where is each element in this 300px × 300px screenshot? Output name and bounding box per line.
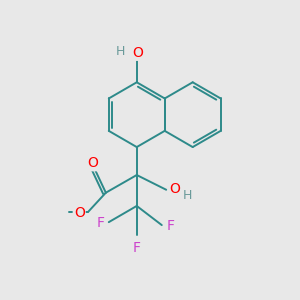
Text: O: O (87, 156, 98, 170)
Text: H: H (182, 189, 192, 202)
Text: F: F (166, 219, 174, 233)
Text: O: O (170, 182, 181, 196)
Text: O: O (132, 46, 143, 60)
Text: H: H (116, 45, 126, 58)
Text: O: O (74, 206, 85, 220)
Text: F: F (96, 216, 104, 230)
Text: F: F (133, 241, 141, 255)
